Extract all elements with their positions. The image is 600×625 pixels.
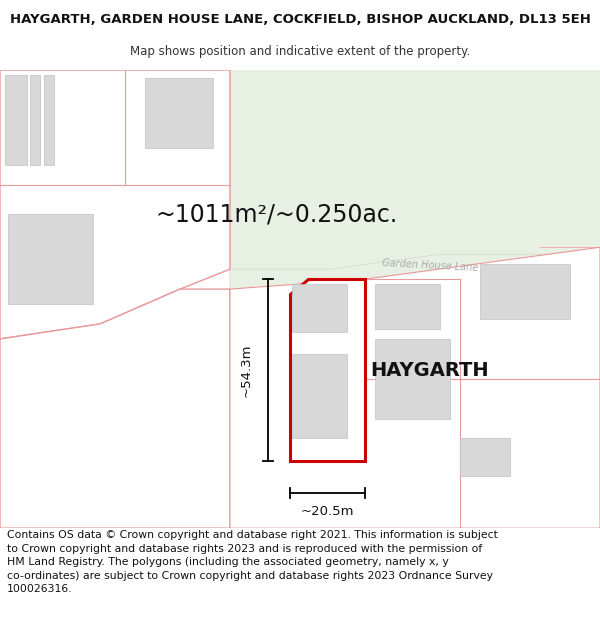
Polygon shape bbox=[0, 70, 230, 339]
Bar bbox=[5, 75, 27, 164]
Bar bbox=[292, 354, 347, 439]
Polygon shape bbox=[290, 279, 365, 461]
Text: Map shows position and indicative extent of the property.: Map shows position and indicative extent… bbox=[130, 45, 470, 58]
Bar bbox=[44, 75, 54, 164]
Bar bbox=[375, 339, 450, 419]
Text: ~54.3m: ~54.3m bbox=[239, 344, 253, 397]
Bar bbox=[375, 284, 440, 329]
Bar bbox=[460, 439, 510, 476]
Bar bbox=[292, 284, 347, 332]
Bar bbox=[480, 264, 570, 319]
Bar bbox=[8, 214, 93, 304]
Text: ~20.5m: ~20.5m bbox=[301, 505, 354, 518]
Text: ~1011m²/~0.250ac.: ~1011m²/~0.250ac. bbox=[155, 202, 397, 226]
Polygon shape bbox=[0, 289, 230, 528]
Polygon shape bbox=[230, 248, 600, 528]
Text: Garden House Lane: Garden House Lane bbox=[382, 258, 478, 272]
Polygon shape bbox=[230, 70, 600, 269]
Text: HAYGARTH, GARDEN HOUSE LANE, COCKFIELD, BISHOP AUCKLAND, DL13 5EH: HAYGARTH, GARDEN HOUSE LANE, COCKFIELD, … bbox=[10, 13, 590, 26]
Polygon shape bbox=[230, 254, 600, 289]
Bar bbox=[30, 75, 40, 164]
Text: HAYGARTH: HAYGARTH bbox=[371, 361, 490, 380]
Text: Contains OS data © Crown copyright and database right 2021. This information is : Contains OS data © Crown copyright and d… bbox=[7, 530, 498, 594]
Bar bbox=[145, 78, 213, 148]
